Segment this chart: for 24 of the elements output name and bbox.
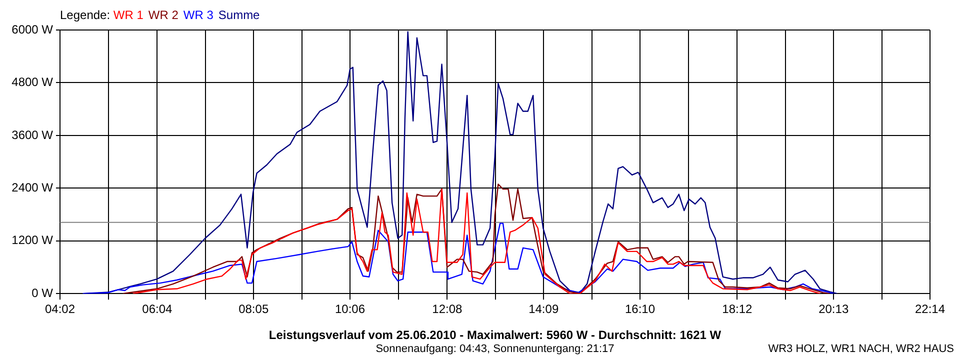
text: WR 1 (113, 8, 144, 22)
text: Summe (218, 8, 260, 22)
x-tick-label: 08:05 (238, 302, 269, 316)
text: Leistungsverlauf vom 25.06.2010 - Maximalwert: 5960 W - Durchschnitt: 1621 W (268, 328, 722, 342)
x-tick-label: 20:13 (818, 302, 849, 316)
y-tick-label: 0 W (32, 286, 54, 300)
x-tick-label: 04:02 (44, 302, 76, 316)
x-tick-label: 16:10 (624, 302, 656, 316)
x-tick-label: 12:08 (432, 302, 463, 316)
x-tick-label: 14:09 (528, 302, 559, 316)
legend-title: Legende: (60, 8, 112, 22)
text: WR 3 (183, 8, 214, 22)
x-tick-label: 22:14 (914, 302, 946, 316)
x-tick-label: 18:12 (722, 302, 753, 316)
text: Sonnenaufgang: 04:43, Sonnenuntergang: 21:17 (376, 343, 614, 355)
x-tick-label: 06:04 (142, 302, 173, 316)
y-tick-label: 2400 W (12, 180, 54, 194)
y-tick-label: 3600 W (12, 128, 54, 142)
y-tick-label: 4800 W (12, 75, 54, 90)
text: WR 2 (148, 8, 178, 22)
text: WR3 HOLZ, WR1 NACH, WR2 HAUS (768, 343, 954, 355)
y-tick-label: 1200 W (12, 233, 54, 248)
y-tick-label: 6000 W (12, 22, 54, 36)
x-tick-label: 10:06 (334, 302, 366, 316)
